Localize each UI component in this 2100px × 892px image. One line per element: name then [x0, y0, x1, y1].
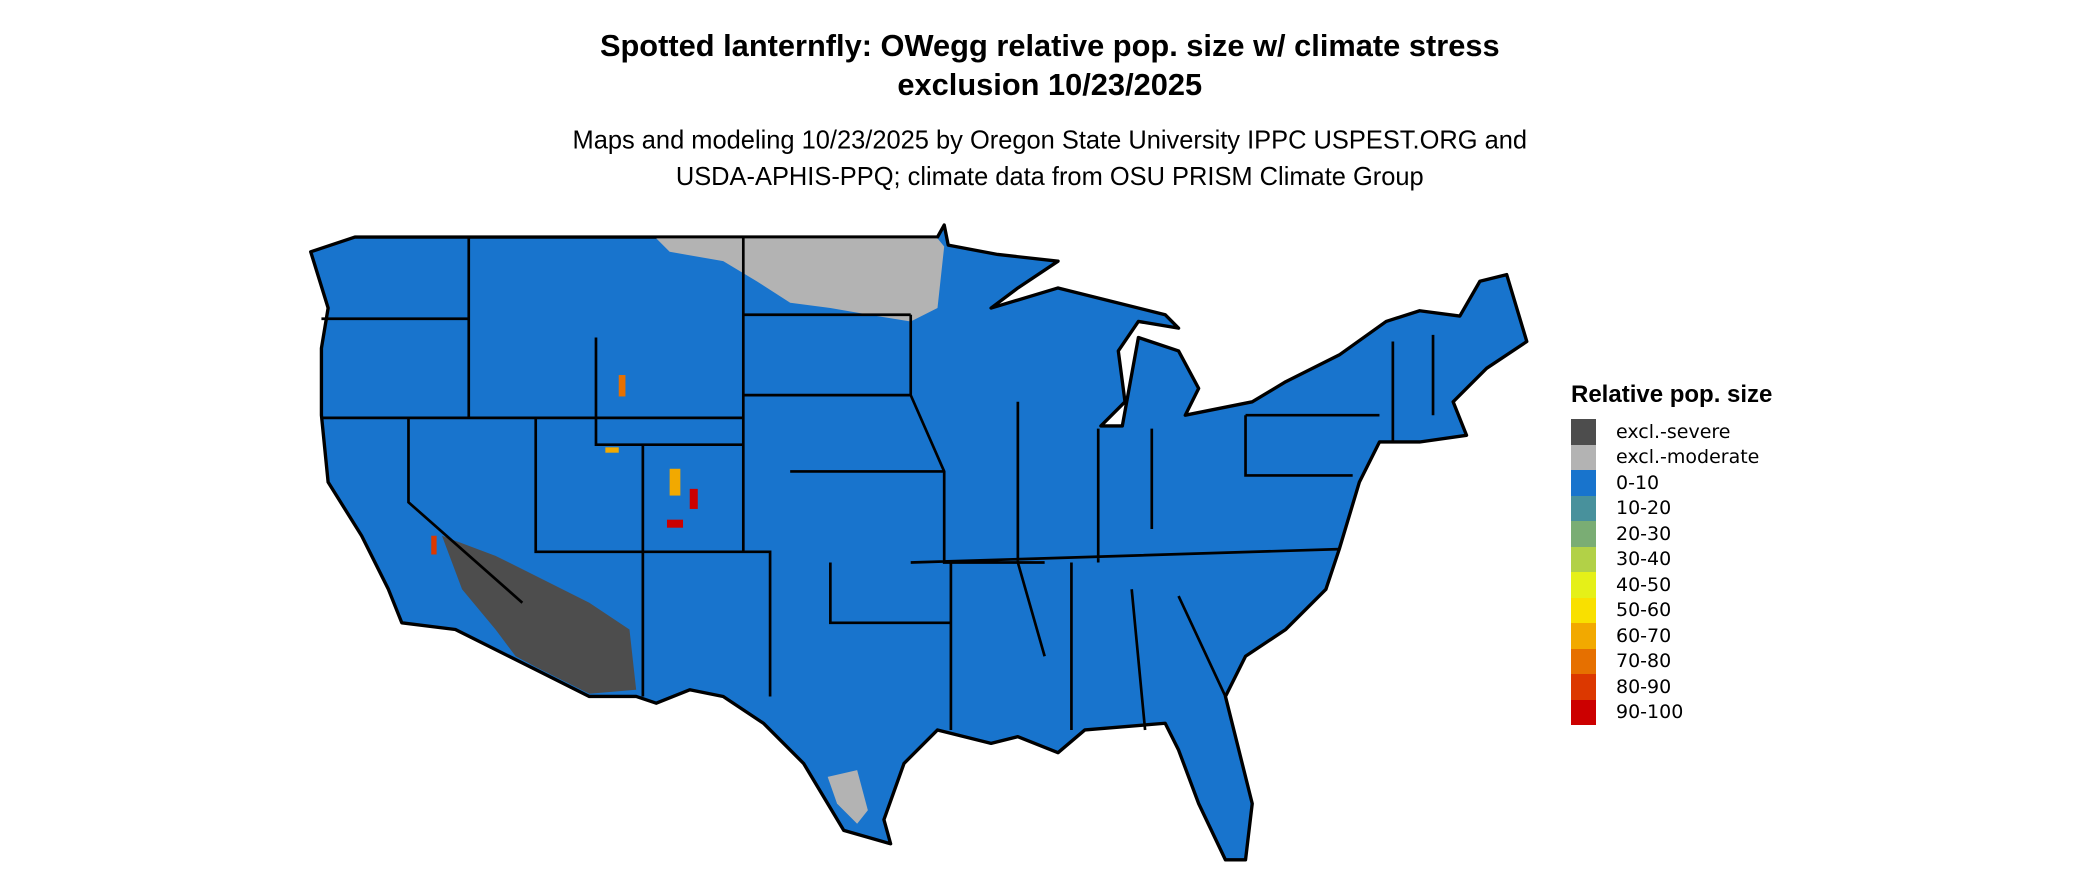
- legend-swatch: [1571, 648, 1596, 674]
- excl-moderate-north: [656, 238, 945, 322]
- legend-swatch: [1571, 623, 1596, 649]
- legend-label: 90-100: [1616, 701, 1684, 724]
- legend-label: 40-50: [1616, 573, 1672, 596]
- legend-swatch: [1571, 597, 1596, 623]
- legend-item: 10-20: [1571, 495, 1772, 521]
- legend-item: 90-100: [1571, 699, 1772, 725]
- legend-label: 70-80: [1616, 650, 1672, 673]
- legend-item: excl.-severe: [1571, 419, 1772, 445]
- legend-swatch: [1571, 444, 1596, 470]
- legend-label: excl.-moderate: [1616, 446, 1760, 469]
- hotspots: [431, 375, 698, 555]
- legend-item: 60-70: [1571, 623, 1772, 649]
- chart-title-line2: exclusion 10/23/2025: [897, 66, 1203, 102]
- state-borders: [321, 237, 1435, 731]
- legend-item: 40-50: [1571, 572, 1772, 598]
- legend-item: 80-90: [1571, 674, 1772, 700]
- legend: Relative pop. size excl.-severe excl.-mod…: [1571, 381, 1772, 725]
- legend-label: excl.-severe: [1616, 420, 1731, 443]
- legend-swatch: [1571, 699, 1596, 725]
- legend-item: 0-10: [1571, 470, 1772, 496]
- legend-swatch: [1571, 419, 1596, 445]
- legend-label: 0-10: [1616, 471, 1660, 494]
- chart-title-line1: Spotted lanternfly: OWegg relative pop. …: [599, 28, 1500, 63]
- legend-label: 80-90: [1616, 675, 1672, 698]
- legend-item: 30-40: [1571, 546, 1772, 572]
- legend-item: 20-30: [1571, 521, 1772, 547]
- legend-item: 70-80: [1571, 648, 1772, 674]
- legend-swatch: [1571, 546, 1596, 572]
- legend-swatch: [1571, 470, 1596, 496]
- legend-label: 10-20: [1616, 497, 1672, 520]
- excl-moderate-texas: [827, 770, 868, 824]
- conus-area: [309, 223, 1529, 862]
- legend-swatch: [1571, 674, 1596, 700]
- legend-label: 50-60: [1616, 599, 1672, 622]
- subtitle-line1: Maps and modeling 10/23/2025 by Oregon S…: [572, 127, 1528, 156]
- legend-swatch: [1571, 572, 1596, 598]
- subtitle-line2: USDA-APHIS-PPQ; climate data from OSU PR…: [675, 163, 1424, 192]
- legend-label: 60-70: [1616, 624, 1672, 647]
- legend-swatch: [1571, 521, 1596, 547]
- legend-item: 50-60: [1571, 597, 1772, 623]
- legend-item: excl.-moderate: [1571, 444, 1772, 470]
- legend-label: 30-40: [1616, 548, 1672, 571]
- legend-title: Relative pop. size: [1571, 381, 1773, 408]
- legend-swatch: [1571, 495, 1596, 521]
- legend-label: 20-30: [1616, 522, 1672, 545]
